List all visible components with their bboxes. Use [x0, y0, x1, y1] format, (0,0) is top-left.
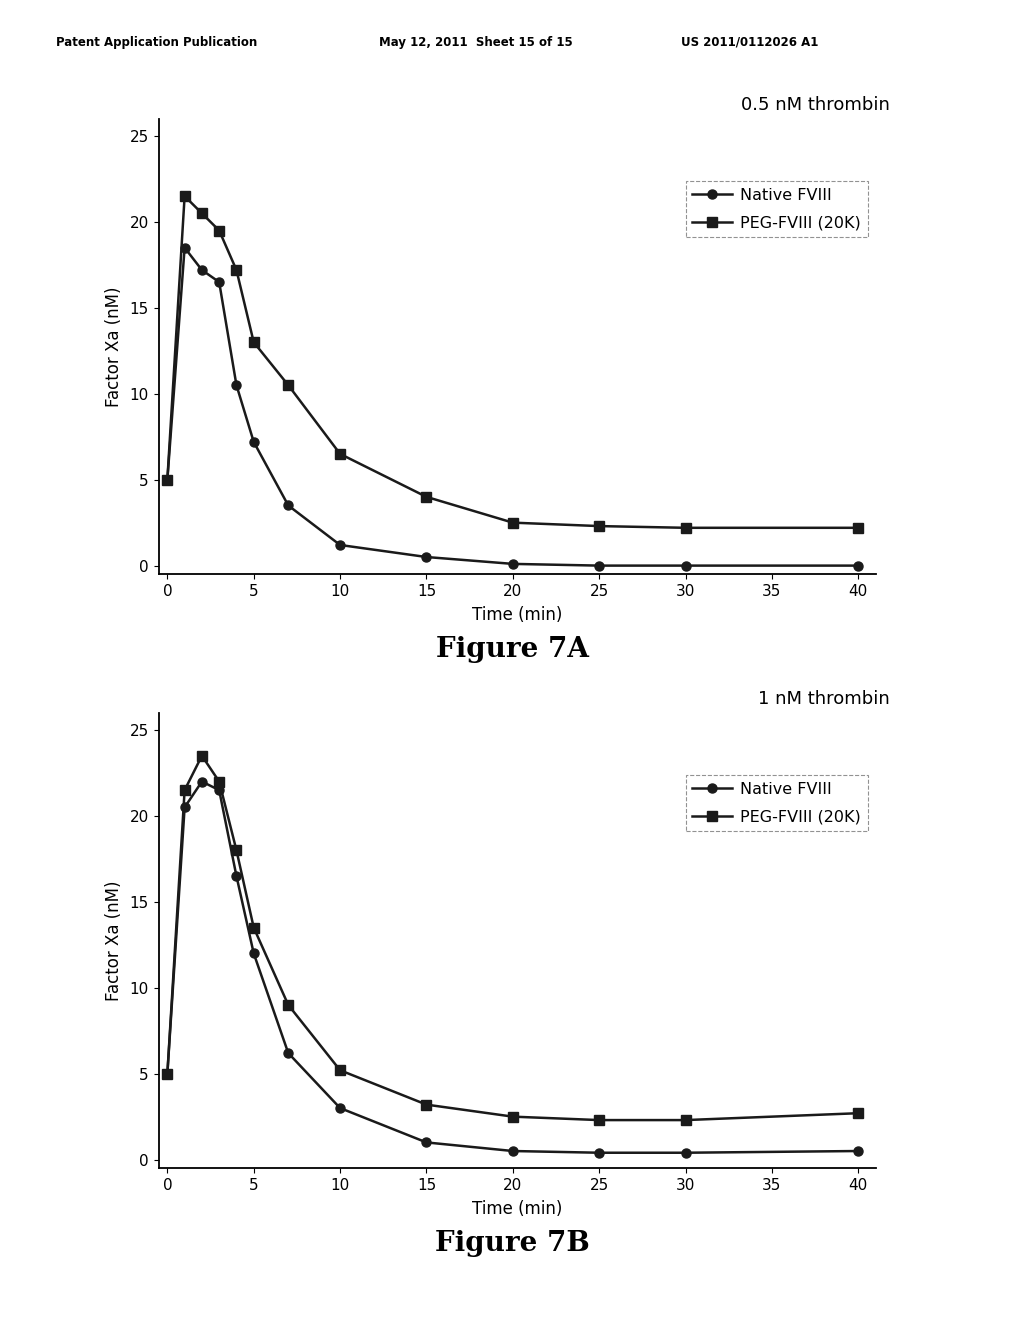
PEG-FVIII (20K): [178, 783, 190, 799]
Native FVIII: [283, 1045, 295, 1061]
X-axis label: Time (min): Time (min): [472, 1200, 562, 1218]
Native FVIII: [593, 1144, 605, 1160]
Text: May 12, 2011  Sheet 15 of 15: May 12, 2011 Sheet 15 of 15: [379, 36, 572, 49]
Native FVIII: [230, 869, 243, 884]
Native FVIII: [196, 263, 208, 279]
Native FVIII: [334, 537, 346, 553]
PEG-FVIII (20K): [507, 1109, 519, 1125]
PEG-FVIII (20K): [679, 1113, 691, 1129]
PEG-FVIII (20K): [178, 189, 190, 205]
Text: Figure 7A: Figure 7A: [435, 636, 589, 663]
Native FVIII: [213, 275, 225, 290]
PEG-FVIII (20K): [679, 520, 691, 536]
Native FVIII: [283, 498, 295, 513]
Native FVIII: [679, 557, 691, 573]
Native FVIII: [852, 557, 864, 573]
Y-axis label: Factor Xa (nM): Factor Xa (nM): [104, 880, 123, 1001]
Line: Native FVIII: Native FVIII: [163, 243, 863, 570]
PEG-FVIII (20K): [196, 748, 208, 764]
Native FVIII: [196, 774, 208, 789]
Y-axis label: Factor Xa (nM): Factor Xa (nM): [104, 286, 123, 407]
Native FVIII: [248, 434, 260, 450]
Native FVIII: [248, 945, 260, 961]
Native FVIII: [178, 240, 190, 256]
X-axis label: Time (min): Time (min): [472, 606, 562, 624]
Legend: Native FVIII, PEG-FVIII (20K): Native FVIII, PEG-FVIII (20K): [686, 181, 867, 238]
Text: 0.5 nM thrombin: 0.5 nM thrombin: [741, 96, 890, 115]
PEG-FVIII (20K): [161, 471, 173, 487]
PEG-FVIII (20K): [283, 997, 295, 1012]
PEG-FVIII (20K): [334, 1063, 346, 1078]
Line: PEG-FVIII (20K): PEG-FVIII (20K): [163, 751, 863, 1125]
Native FVIII: [420, 549, 432, 565]
PEG-FVIII (20K): [852, 520, 864, 536]
PEG-FVIII (20K): [283, 378, 295, 393]
PEG-FVIII (20K): [248, 334, 260, 350]
PEG-FVIII (20K): [213, 223, 225, 239]
PEG-FVIII (20K): [230, 842, 243, 858]
Native FVIII: [507, 1143, 519, 1159]
PEG-FVIII (20K): [213, 774, 225, 789]
PEG-FVIII (20K): [507, 515, 519, 531]
Text: Figure 7B: Figure 7B: [434, 1230, 590, 1257]
PEG-FVIII (20K): [248, 920, 260, 936]
PEG-FVIII (20K): [593, 519, 605, 535]
Native FVIII: [679, 1144, 691, 1160]
Line: PEG-FVIII (20K): PEG-FVIII (20K): [163, 191, 863, 532]
PEG-FVIII (20K): [852, 1105, 864, 1121]
Native FVIII: [334, 1100, 346, 1115]
PEG-FVIII (20K): [196, 206, 208, 222]
Native FVIII: [161, 471, 173, 487]
PEG-FVIII (20K): [593, 1113, 605, 1129]
Native FVIII: [420, 1134, 432, 1150]
Native FVIII: [178, 800, 190, 816]
Native FVIII: [161, 1065, 173, 1081]
Native FVIII: [213, 783, 225, 799]
Native FVIII: [593, 557, 605, 573]
Native FVIII: [852, 1143, 864, 1159]
Native FVIII: [230, 378, 243, 393]
Legend: Native FVIII, PEG-FVIII (20K): Native FVIII, PEG-FVIII (20K): [686, 775, 867, 832]
Text: 1 nM thrombin: 1 nM thrombin: [758, 690, 890, 709]
Text: Patent Application Publication: Patent Application Publication: [56, 36, 258, 49]
PEG-FVIII (20K): [420, 488, 432, 504]
Line: Native FVIII: Native FVIII: [163, 777, 863, 1158]
PEG-FVIII (20K): [334, 446, 346, 462]
Native FVIII: [507, 556, 519, 572]
PEG-FVIII (20K): [420, 1097, 432, 1113]
PEG-FVIII (20K): [161, 1065, 173, 1081]
PEG-FVIII (20K): [230, 263, 243, 279]
Text: US 2011/0112026 A1: US 2011/0112026 A1: [681, 36, 818, 49]
